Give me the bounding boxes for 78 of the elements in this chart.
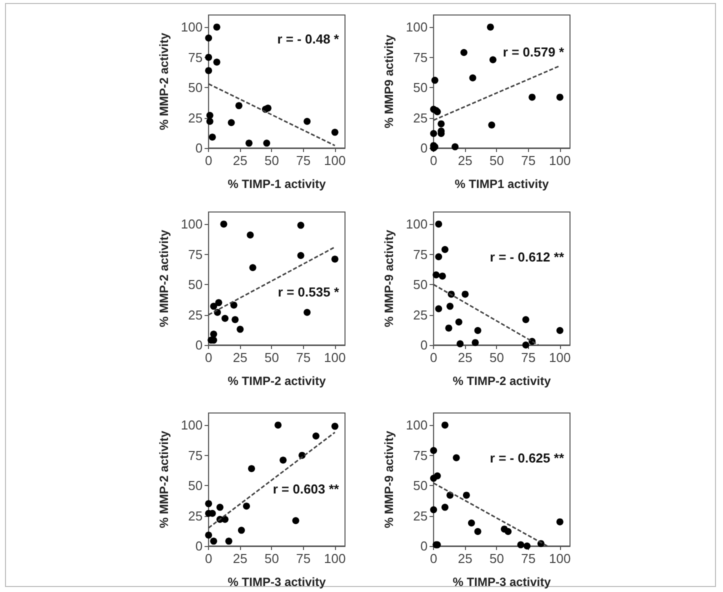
y-axis-title: % MMP-2 activity [157,430,171,528]
y-tick-label: 100 [180,216,203,232]
y-axis-title: % MMP-2 activity [157,32,171,130]
x-tick-label: 100 [324,350,346,365]
y-axis-title: % MMP-9 activity [382,229,396,328]
y-axis-title: % MMP9 activity [382,34,396,128]
x-tick-label: 0 [430,350,438,365]
y-tick-label: 100 [406,20,428,35]
y-tick-label: 50 [188,80,203,96]
annotation: r = - 0.625 ** [490,450,565,466]
y-tick-label: 75 [413,50,428,65]
x-tick-label: 0 [204,350,212,365]
annotation: r = 0.579 * [502,44,565,60]
y-tick-label: 50 [413,478,428,494]
y-tick-label: 75 [413,246,428,262]
annotation: r = - 0.48 * [277,31,340,46]
x-tick-label: 25 [458,350,472,365]
x-tick-label: 50 [264,350,279,365]
y-tick-label: 50 [188,277,203,292]
annotation: r = - 0.612 ** [490,250,565,265]
x-tick-label: 100 [324,153,346,168]
x-tick-label: 75 [521,350,536,365]
y-tick-label: 0 [420,140,428,156]
x-tick-label: 100 [549,350,571,365]
x-tick-label: 25 [232,153,248,168]
x-tick-label: 0 [204,551,212,566]
y-tick-label: 0 [195,338,203,352]
y-tick-label: 0 [195,140,203,156]
y-tick-label: 25 [413,110,428,126]
y-tick-label: 100 [180,418,203,433]
x-tick-label: 75 [296,551,311,566]
x-tick-label: 50 [490,350,504,365]
x-tick-label: 75 [296,350,311,365]
y-tick-label: 0 [420,338,428,352]
x-axis-title: % TIMP-2 activity [452,374,552,388]
x-axis-title: % TIMP-3 activity [228,575,326,589]
y-tick-label: 100 [406,418,428,433]
x-tick-label: 25 [458,153,472,168]
x-tick-label: 100 [549,551,571,566]
x-tick-label: 50 [264,551,279,566]
y-tick-label: 50 [188,478,203,494]
y-tick-label: 75 [188,50,203,65]
x-tick-label: 100 [549,153,571,168]
x-tick-label: 0 [204,153,212,168]
annotation: r = 0.535 * [278,284,340,300]
y-tick-label: 50 [413,277,428,292]
x-tick-label: 50 [490,551,504,566]
y-tick-label: 0 [420,538,428,554]
x-tick-label: 0 [430,153,438,168]
x-axis-title: % TIMP1 activity [454,177,550,191]
y-tick-label: 75 [413,448,428,463]
y-axis-title: % MMP-9 activity [382,430,396,528]
x-tick-label: 50 [264,153,279,168]
y-tick-label: 75 [188,246,203,262]
y-tick-label: 25 [188,110,203,126]
x-tick-label: 75 [296,153,311,168]
x-axis-title: % TIMP-1 activity [228,177,326,191]
x-tick-label: 25 [232,350,248,365]
y-tick-label: 75 [188,448,203,463]
x-axis-title: % TIMP-2 activity [228,374,326,388]
y-tick-label: 25 [413,508,428,524]
x-tick-label: 25 [458,551,472,566]
x-tick-label: 75 [521,551,536,566]
y-tick-label: 25 [188,307,203,322]
x-tick-label: 75 [521,153,536,168]
x-tick-label: 25 [232,551,248,566]
y-tick-label: 25 [413,307,428,322]
x-tick-label: 100 [324,551,346,566]
y-tick-label: 100 [406,216,428,232]
y-axis-title: % MMP-2 activity [157,229,171,328]
y-tick-label: 50 [413,80,428,96]
x-axis-title: % TIMP-3 activity [452,575,552,589]
annotation: r = 0.603 ** [272,481,340,496]
y-tick-label: 25 [188,508,203,524]
x-tick-label: 50 [490,153,504,168]
x-tick-label: 0 [430,551,438,566]
y-tick-label: 0 [195,538,203,554]
y-tick-label: 100 [180,20,203,35]
